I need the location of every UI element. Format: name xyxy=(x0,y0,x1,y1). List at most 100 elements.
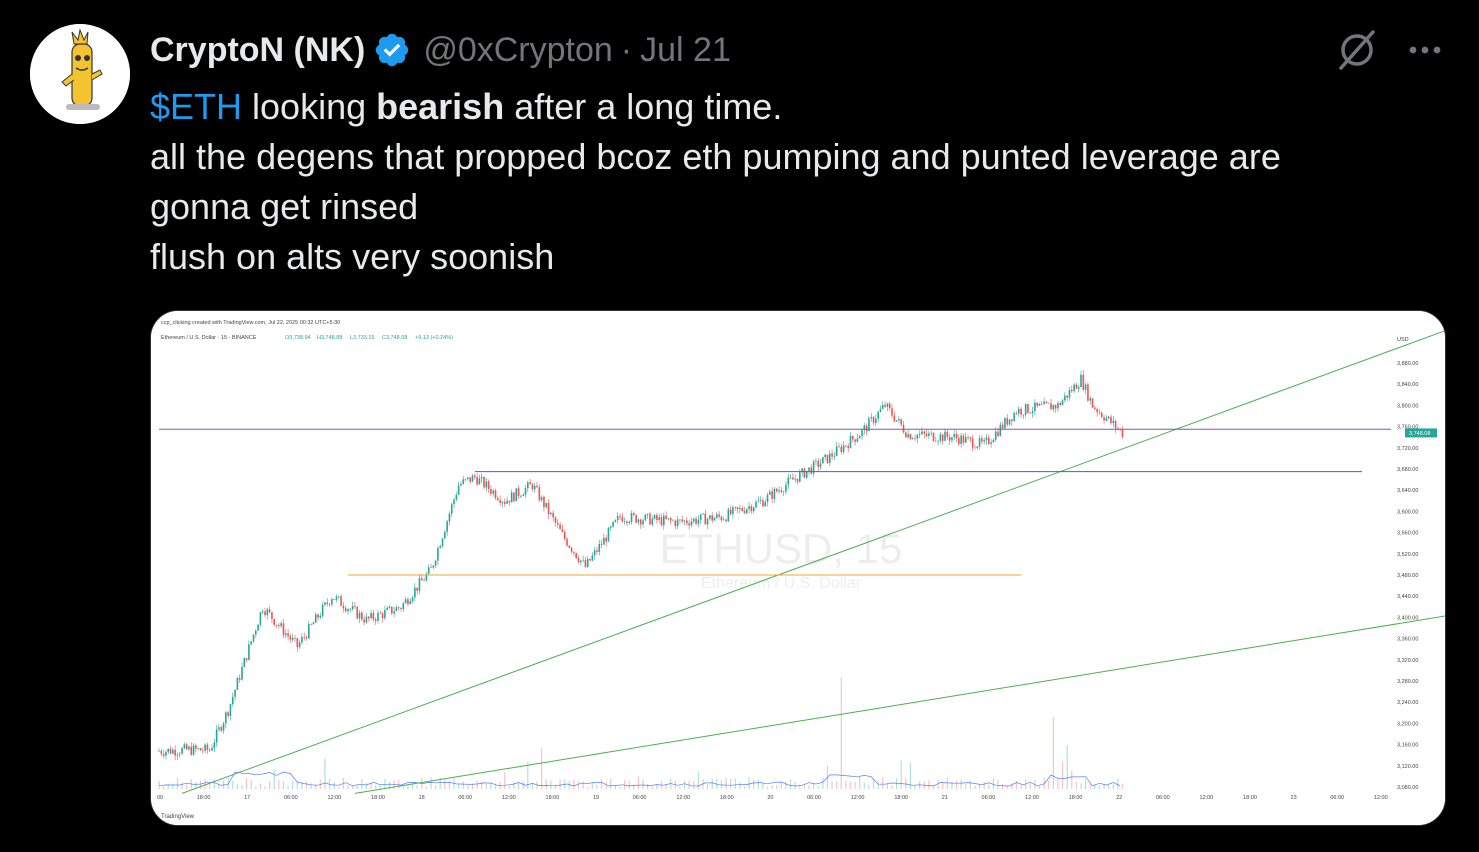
volume-bar xyxy=(379,785,381,789)
candle-body xyxy=(805,471,808,478)
candle-body xyxy=(243,658,246,667)
candle-body xyxy=(937,440,939,442)
x-tick-label: 06:00 xyxy=(458,795,472,801)
candle-body xyxy=(1084,384,1087,390)
candle-body xyxy=(665,515,667,519)
candle-body xyxy=(536,485,538,488)
candle-body xyxy=(162,753,165,756)
candle-body xyxy=(884,404,886,407)
volume-bar xyxy=(439,777,441,789)
volume-bar xyxy=(647,783,649,789)
volume-bar xyxy=(683,780,686,789)
candle-body xyxy=(414,587,416,598)
tweet-line-1: $ETH looking bearish after a long time. xyxy=(150,82,1440,132)
x-tick-label: 19 xyxy=(593,795,599,801)
volume-bar xyxy=(651,786,653,789)
candle-body xyxy=(833,455,836,457)
candle-body xyxy=(932,432,935,441)
author-name[interactable]: CryptoN (NK) xyxy=(150,30,366,69)
x-tick-label: 21 xyxy=(942,795,948,801)
x-tick-label: 18:00 xyxy=(894,795,908,801)
candle-body xyxy=(416,587,418,591)
volume-bar xyxy=(550,780,552,789)
candle-body xyxy=(964,437,967,443)
candle-body xyxy=(743,510,746,513)
candle-body xyxy=(877,411,879,419)
x-tick-label: 12:00 xyxy=(328,795,342,801)
candle-body xyxy=(815,460,817,462)
cashtag-link[interactable]: $ETH xyxy=(150,86,243,127)
volume-bar xyxy=(172,783,174,789)
candle-body xyxy=(817,460,820,467)
volume-bar xyxy=(545,779,547,789)
candle-body xyxy=(497,498,499,501)
candle-body xyxy=(314,614,317,623)
volume-bar xyxy=(854,782,856,789)
candle-body xyxy=(651,518,654,525)
grok-icon[interactable] xyxy=(1335,28,1379,72)
candle-body xyxy=(994,431,997,440)
candle-body xyxy=(227,712,229,716)
candle-body xyxy=(236,677,239,690)
candle-body xyxy=(347,609,349,612)
candle-body xyxy=(686,520,688,524)
tweet-header: CryptoN (NK) @0xCrypton · Jul 21 xyxy=(150,28,731,72)
candle-body xyxy=(220,727,223,731)
candle-body xyxy=(172,749,174,754)
volume-bar xyxy=(771,785,773,789)
volume-bar xyxy=(799,784,801,789)
candle-body xyxy=(570,547,573,552)
candle-body xyxy=(865,425,868,432)
candle-body xyxy=(845,445,847,447)
author-handle[interactable]: @0xCrypton xyxy=(423,30,613,69)
more-icon[interactable] xyxy=(1405,30,1445,70)
candle-body xyxy=(605,537,607,542)
candle-body xyxy=(739,508,741,510)
author-avatar[interactable] xyxy=(30,24,130,124)
chart-ohlc-open: O3,738.94 xyxy=(285,335,311,341)
y-tick-label: 3,400.00 xyxy=(1397,615,1418,621)
volume-bar xyxy=(513,782,515,789)
volume-bar xyxy=(209,782,211,789)
volume-bar xyxy=(347,785,349,789)
candle-body xyxy=(238,677,241,680)
candle-body xyxy=(646,513,649,515)
candle-body xyxy=(266,609,269,616)
candle-body xyxy=(798,472,801,482)
candle-body xyxy=(169,748,172,754)
candle-body xyxy=(1050,403,1052,410)
volume-bar xyxy=(315,784,317,789)
volume-bar xyxy=(951,782,953,789)
candle-body xyxy=(1121,429,1124,438)
candle-body xyxy=(259,612,262,625)
y-tick-label: 3,280.00 xyxy=(1397,679,1418,685)
candle-body xyxy=(174,749,176,756)
volume-bar xyxy=(333,781,335,789)
volume-bar xyxy=(877,781,879,789)
tweet-date[interactable]: Jul 21 xyxy=(640,30,731,69)
candle-body xyxy=(568,545,571,548)
candle-body xyxy=(554,517,557,523)
volume-bar xyxy=(753,779,755,789)
x-tick-label: 22 xyxy=(1116,795,1122,801)
tweet-media-chart[interactable]: ccp_clicking created with TradingView.co… xyxy=(150,310,1446,826)
candle-body xyxy=(372,612,375,620)
chart-ohlc-change: +9.13 (+0.24%) xyxy=(415,335,453,341)
volume-bar xyxy=(296,780,298,789)
volume-bar xyxy=(310,783,312,789)
candles-group xyxy=(158,370,1124,761)
candle-body xyxy=(623,521,626,522)
volume-bar xyxy=(494,783,497,789)
candle-body xyxy=(879,408,882,412)
y-tick-label: 3,240.00 xyxy=(1397,700,1418,706)
candle-body xyxy=(420,578,423,581)
candle-body xyxy=(374,619,377,621)
candle-body xyxy=(1110,416,1112,424)
volume-bar xyxy=(1048,780,1050,789)
candle-body xyxy=(992,439,995,443)
candle-body xyxy=(644,514,647,521)
candle-body xyxy=(1029,412,1032,414)
candle-body xyxy=(921,431,923,435)
volume-bar xyxy=(232,780,234,789)
candle-body xyxy=(432,565,435,568)
